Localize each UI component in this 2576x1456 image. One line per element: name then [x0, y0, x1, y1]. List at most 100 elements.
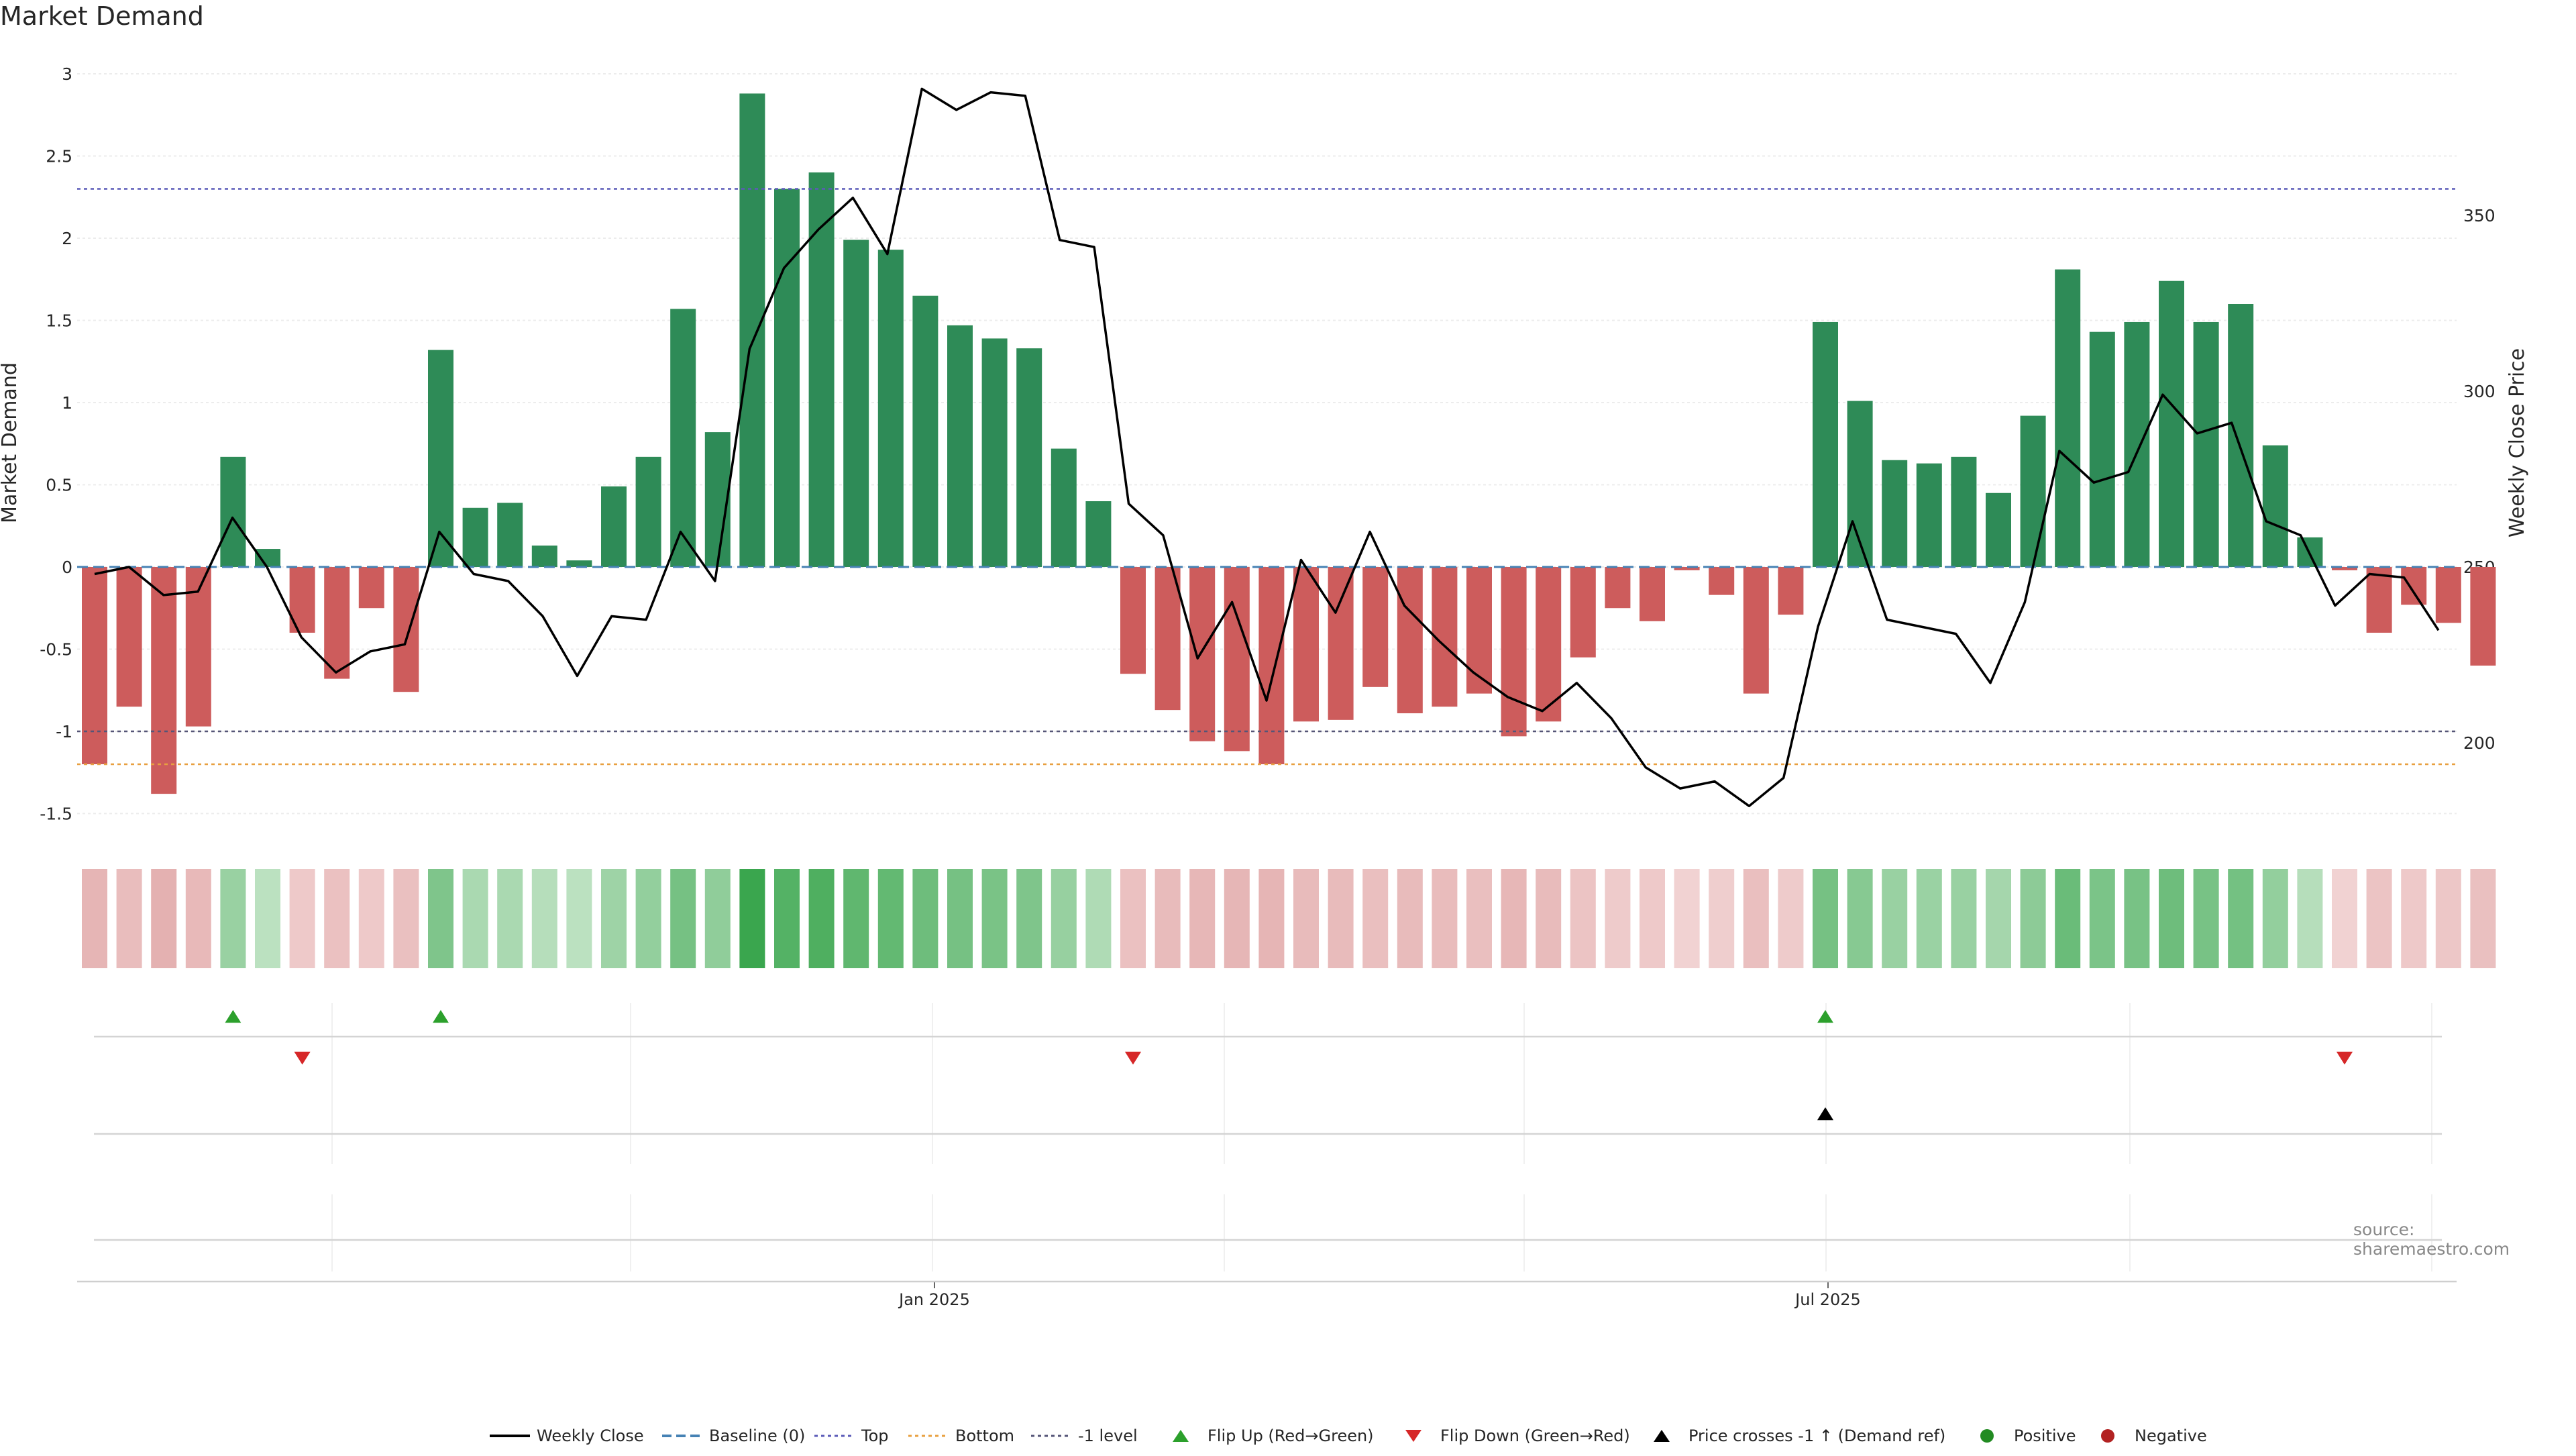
demand-bar: [1778, 567, 1804, 615]
strip-cell: [2332, 869, 2357, 968]
demand-bar: [1709, 567, 1735, 595]
legend-swatch: [1405, 1430, 1421, 1442]
demand-bar: [2124, 321, 2150, 567]
strip-cell: [566, 869, 592, 968]
strip-cell: [981, 869, 1008, 968]
legend-item: Flip Up (Red→Green): [1159, 1422, 1374, 1449]
strip-cell: [116, 869, 142, 968]
strip-cell: [2228, 869, 2254, 968]
legend-swatch: [1031, 1435, 1071, 1437]
demand-bar: [670, 309, 696, 567]
strip-cell: [947, 869, 973, 968]
y-tick-label: 1: [62, 393, 72, 413]
demand-bar: [1085, 501, 1112, 567]
demand-bar: [2089, 331, 2115, 567]
y-tick-label: 0.5: [46, 476, 72, 495]
demand-bar: [912, 295, 938, 567]
demand-bar: [877, 250, 904, 567]
strip-cell: [255, 869, 280, 968]
demand-bar: [739, 93, 765, 567]
demand-bar: [151, 567, 177, 794]
y-tick-label: -0.5: [40, 640, 72, 660]
strip-cell: [843, 869, 869, 968]
strip-cell: [324, 869, 350, 968]
y2-axis-label: Weekly Close Price: [2506, 348, 2529, 537]
legend-item: Top: [813, 1422, 889, 1449]
demand-bar: [2159, 280, 2184, 567]
y-tick-label: 2: [62, 229, 72, 248]
demand-bar: [843, 240, 869, 567]
flip-down-marker: [1125, 1051, 1141, 1065]
demand-bar: [1536, 567, 1562, 722]
legend-swatch: [1654, 1430, 1670, 1442]
flip-up-marker: [1817, 1010, 1833, 1023]
demand-bar: [1951, 456, 1977, 567]
demand-bar: [1155, 567, 1181, 711]
demand-bar: [255, 549, 280, 567]
demand-bar: [601, 486, 627, 567]
legend-label: Flip Up (Red→Green): [1208, 1426, 1374, 1445]
demand-bar: [2262, 445, 2288, 567]
strip-cell: [82, 869, 107, 968]
legend-label: Flip Down (Green→Red): [1440, 1426, 1630, 1445]
legend-item: Price crosses -1 ↑ (Demand ref): [1640, 1422, 1945, 1449]
strip-cell: [774, 869, 800, 968]
demand-bar: [1640, 567, 1665, 621]
strip-cell: [289, 869, 315, 968]
strip-cell: [1085, 869, 1112, 968]
demand-bar: [82, 567, 107, 764]
strip-cell: [1847, 869, 1873, 968]
strip-cell: [1709, 869, 1735, 968]
legend-item: Baseline (0): [661, 1422, 805, 1449]
reference-lines: [77, 188, 2457, 766]
demand-bar: [1224, 567, 1250, 751]
demand-bar: [324, 567, 350, 679]
legend-label: Baseline (0): [709, 1426, 806, 1445]
legend-swatch: [490, 1435, 530, 1437]
strip-cell: [497, 869, 523, 968]
strip-cell: [2401, 869, 2427, 968]
strip-cell: [2055, 869, 2081, 968]
legend: Weekly Close Baseline (0) Top Bottom -1 leve…: [0, 1422, 2576, 1456]
demand-bar: [1882, 460, 1908, 567]
legend-label: Weekly Close: [537, 1426, 644, 1445]
legend-item: Negative: [2086, 1422, 2207, 1449]
strip-cell: [2366, 869, 2392, 968]
demand-bar: [2366, 567, 2392, 633]
strip-cell: [428, 869, 453, 968]
demand-bar: [1293, 567, 1319, 722]
strip-cell: [1986, 869, 2011, 968]
demand-bar: [2055, 269, 2081, 567]
strip-cell: [151, 869, 177, 968]
demand-bar: [1501, 567, 1527, 737]
y-tick-label: -1: [56, 722, 72, 741]
strip-cell: [1674, 869, 1700, 968]
strip-cell: [1466, 869, 1492, 968]
legend-swatch: [1173, 1430, 1189, 1442]
strip-cell: [808, 869, 835, 968]
demand-bar: [1362, 567, 1389, 687]
strip-cell: [2470, 869, 2496, 968]
y2-tick-label: 200: [2463, 733, 2496, 753]
x-tick-label: Jul 2025: [1794, 1290, 1861, 1309]
legend-swatch: [2101, 1429, 2114, 1443]
demand-bar: [462, 507, 488, 567]
demand-bar: [2470, 567, 2496, 666]
demand-bar: [428, 350, 453, 567]
strip-cell: [1224, 869, 1250, 968]
strip-cell: [2089, 869, 2115, 968]
price-cross-marker: [1817, 1107, 1833, 1121]
strip-cell: [358, 869, 384, 968]
demand-bar: [116, 567, 142, 707]
demand-bar: [497, 503, 523, 567]
strip-cell: [393, 869, 419, 968]
strip-cell: [739, 869, 765, 968]
demand-bar: [981, 338, 1008, 567]
weekly-close-line: [94, 87, 2440, 808]
strip-cell: [1120, 869, 1146, 968]
y-tick-label: 3: [62, 64, 72, 84]
strip-cell: [2193, 869, 2219, 968]
legend-item: -1 level: [1030, 1422, 1138, 1449]
y-tick-label: 0: [62, 558, 72, 577]
legend-swatch: [662, 1435, 702, 1437]
